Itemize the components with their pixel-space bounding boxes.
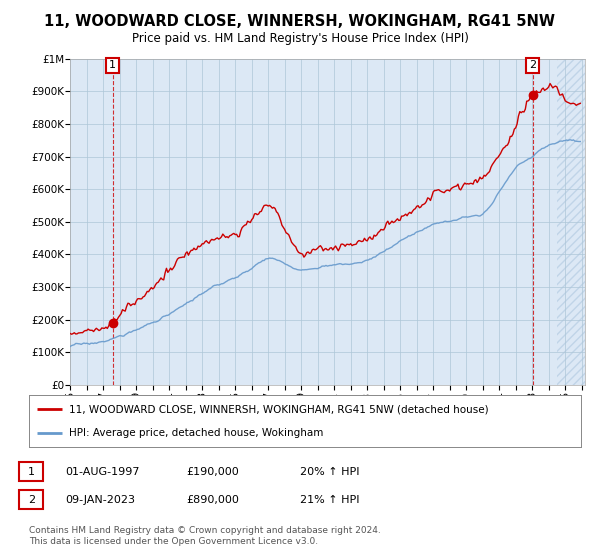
Text: 2: 2 [529, 60, 536, 71]
Text: HPI: Average price, detached house, Wokingham: HPI: Average price, detached house, Woki… [68, 428, 323, 438]
Text: 1: 1 [28, 466, 35, 477]
Text: 1: 1 [109, 60, 116, 71]
Text: 09-JAN-2023: 09-JAN-2023 [65, 494, 135, 505]
Text: 21% ↑ HPI: 21% ↑ HPI [300, 494, 359, 505]
Text: 11, WOODWARD CLOSE, WINNERSH, WOKINGHAM, RG41 5NW: 11, WOODWARD CLOSE, WINNERSH, WOKINGHAM,… [44, 14, 556, 29]
Text: 2: 2 [28, 494, 35, 505]
Text: 20% ↑ HPI: 20% ↑ HPI [300, 466, 359, 477]
Text: £190,000: £190,000 [186, 466, 239, 477]
Text: 01-AUG-1997: 01-AUG-1997 [65, 466, 139, 477]
Text: Contains HM Land Registry data © Crown copyright and database right 2024.
This d: Contains HM Land Registry data © Crown c… [29, 526, 380, 546]
Text: £890,000: £890,000 [186, 494, 239, 505]
Text: Price paid vs. HM Land Registry's House Price Index (HPI): Price paid vs. HM Land Registry's House … [131, 32, 469, 45]
Bar [557, 26, 590, 385]
Text: 11, WOODWARD CLOSE, WINNERSH, WOKINGHAM, RG41 5NW (detached house): 11, WOODWARD CLOSE, WINNERSH, WOKINGHAM,… [68, 404, 488, 414]
